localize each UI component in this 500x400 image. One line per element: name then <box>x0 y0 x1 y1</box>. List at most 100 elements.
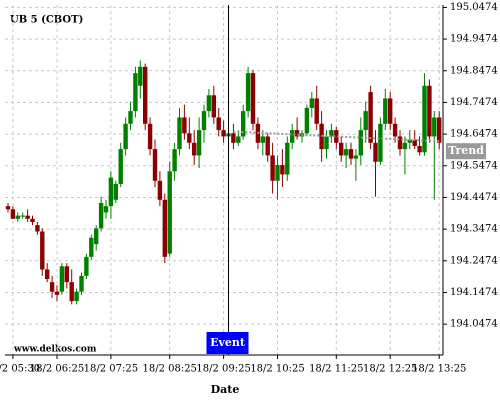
candle-body <box>118 149 123 184</box>
candle-body <box>383 98 388 124</box>
y-tick-label: 194.9474 <box>450 34 498 45</box>
y-tick-label: 194.8474 <box>450 65 498 76</box>
candle-body <box>196 130 202 156</box>
x-axis-label: Date <box>211 383 240 396</box>
candle-body <box>417 145 422 153</box>
candle-body <box>236 136 241 143</box>
candle-body <box>392 123 398 137</box>
candle-body <box>49 282 55 292</box>
candle-body <box>128 111 133 124</box>
candle-body <box>138 66 143 86</box>
candle-body <box>45 269 50 279</box>
candle-body <box>304 107 310 134</box>
candle-body <box>231 133 236 143</box>
chart-title: UB 5 (CBOT) <box>10 15 83 26</box>
x-tick-label: 18/2 08:25 <box>142 364 196 375</box>
candle-body <box>245 73 251 112</box>
y-tick-label: 195.0474 <box>450 2 498 13</box>
y-tick-label: 194.4474 <box>450 192 498 203</box>
candle-body <box>358 130 363 156</box>
y-tick-label: 194.3474 <box>450 224 498 235</box>
event-box <box>206 332 249 354</box>
candle-body <box>54 291 60 295</box>
candle-body <box>388 98 393 124</box>
candle-body <box>167 171 172 254</box>
candle-body <box>368 92 373 143</box>
candle-body <box>334 130 339 143</box>
candle-body <box>373 142 378 162</box>
candle-body <box>89 237 94 257</box>
candle-body <box>74 291 79 302</box>
candle-body <box>206 95 212 112</box>
candle-body <box>427 85 432 137</box>
candle-body <box>30 218 35 222</box>
candle-body <box>59 266 65 292</box>
x-tick-label: 18/2 07:25 <box>84 364 138 375</box>
candle-body <box>407 139 412 143</box>
trend-label: Trend <box>448 144 484 157</box>
candle-body <box>182 117 187 134</box>
candle-body <box>265 136 270 156</box>
candle-body <box>280 164 285 175</box>
candle-body <box>437 117 442 143</box>
candle-body <box>192 142 197 156</box>
watermark: www.delkos.com <box>13 345 97 355</box>
candle-body <box>152 149 158 181</box>
candle-body <box>79 275 84 292</box>
candle-body <box>187 133 192 143</box>
candle-body <box>35 225 40 232</box>
x-tick-label: 18/2 09:25 <box>196 364 250 375</box>
candle-body <box>250 73 256 124</box>
y-tick-label: 194.5474 <box>450 160 498 171</box>
candle-body <box>260 136 265 143</box>
candle-body <box>69 282 74 302</box>
candle-body <box>162 199 167 257</box>
y-tick-label: 194.0474 <box>450 319 498 330</box>
x-tick-label: 18/2 13:25 <box>412 364 466 375</box>
candle-body <box>324 136 329 150</box>
candle-body <box>40 231 45 270</box>
candle-body <box>329 130 334 137</box>
candle-body <box>363 111 368 131</box>
x-tick-label: 18/2 05:30 <box>0 364 40 375</box>
candle-body <box>94 228 99 245</box>
candle-body <box>108 177 114 207</box>
trend-label-box <box>446 143 486 160</box>
x-tick-label: 18/2 11:25 <box>309 364 363 375</box>
candle-body <box>290 130 295 143</box>
candle-body <box>123 123 128 150</box>
candle-body <box>412 139 417 146</box>
candle-body <box>5 206 11 210</box>
candle-body <box>143 66 148 124</box>
candle-body <box>216 117 221 131</box>
candle-body <box>241 111 246 137</box>
candle-body <box>309 98 314 108</box>
candle-body <box>20 215 25 217</box>
y-tick-label: 194.1474 <box>450 287 498 298</box>
candle-body <box>348 149 354 159</box>
candle-body <box>177 117 182 150</box>
y-tick-label: 194.2474 <box>450 255 498 266</box>
candle-body <box>25 215 30 219</box>
candle-body <box>98 202 104 229</box>
y-tick-label: 194.7474 <box>450 97 498 108</box>
candle-body <box>294 130 300 137</box>
candle-body <box>397 136 403 150</box>
x-tick-label: 18/2 10:25 <box>250 364 304 375</box>
x-tick-label: 18/2 06:25 <box>30 364 84 375</box>
candle-body <box>285 142 290 175</box>
candle-body <box>402 142 408 150</box>
candle-body <box>353 155 359 159</box>
candle-body <box>84 256 89 276</box>
candle-body <box>201 111 207 131</box>
candle-body <box>275 164 280 181</box>
event-label: Event <box>210 336 246 349</box>
candle-body <box>157 180 163 200</box>
y-tick-label: 194.6474 <box>450 129 498 140</box>
candle-body <box>270 155 275 181</box>
candle-body <box>113 183 118 200</box>
candle-body <box>339 142 344 156</box>
candle-body <box>378 123 383 162</box>
x-tick-label: 18/2 12:25 <box>363 364 417 375</box>
